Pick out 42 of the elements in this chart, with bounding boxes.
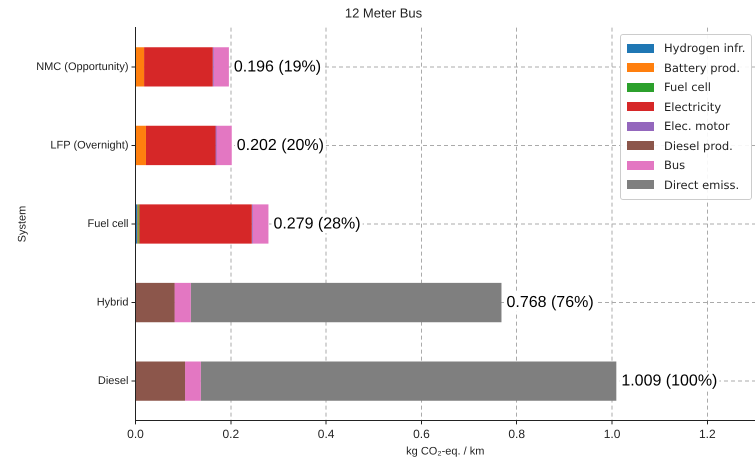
y-tick-label: Hybrid xyxy=(96,296,128,309)
total-label: 1.009 (100%) xyxy=(621,372,718,390)
x-tick-label: 0.2 xyxy=(222,426,240,441)
legend-label: Hydrogen infr. xyxy=(664,41,746,56)
x-tick-label: 1.0 xyxy=(604,426,621,441)
bar xyxy=(214,47,229,87)
y-tick-label: LFP (Overnight) xyxy=(50,139,128,152)
x-axis-title: kg CO₂-eq. / km xyxy=(406,445,484,458)
x-tick-label: 0.8 xyxy=(508,426,526,441)
bar xyxy=(136,282,175,322)
x-tick-label: 0.4 xyxy=(318,426,335,441)
x-tick-label: 1.2 xyxy=(699,426,716,441)
total-label: 0.768 (76%) xyxy=(506,294,594,311)
total-label: 0.279 (28%) xyxy=(273,215,361,232)
y-tick-label: Fuel cell xyxy=(88,218,128,230)
legend-label: Diesel prod. xyxy=(664,138,733,153)
y-tick-label: Diesel xyxy=(98,375,128,388)
bar xyxy=(139,204,252,244)
bar xyxy=(185,361,201,401)
total-label: 0.202 (20%) xyxy=(236,136,324,154)
legend-label: Direct emiss. xyxy=(664,178,740,192)
bar xyxy=(252,204,268,244)
bar xyxy=(136,47,144,87)
chart-title: 12 Meter Bus xyxy=(344,5,423,20)
bar xyxy=(144,47,213,87)
bar xyxy=(190,282,502,322)
y-tick-label: NMC (Opportunity) xyxy=(36,60,128,73)
x-tick-label: 0.6 xyxy=(413,426,430,441)
bar xyxy=(136,361,186,401)
y-axis-title: System xyxy=(16,206,29,242)
total-label: 0.196 (19%) xyxy=(234,58,322,76)
legend-label: Fuel cell xyxy=(664,80,711,94)
bar xyxy=(146,126,216,166)
legend-label: Bus xyxy=(664,158,686,172)
legend-label: Elec. motor xyxy=(664,119,730,134)
bar xyxy=(200,361,616,401)
legend-label: Electricity xyxy=(664,100,722,114)
bar xyxy=(136,126,146,166)
bar xyxy=(216,126,232,166)
legend-label: Battery prod. xyxy=(664,60,740,75)
x-tick-label: 0.0 xyxy=(127,426,144,441)
bar xyxy=(174,282,191,322)
